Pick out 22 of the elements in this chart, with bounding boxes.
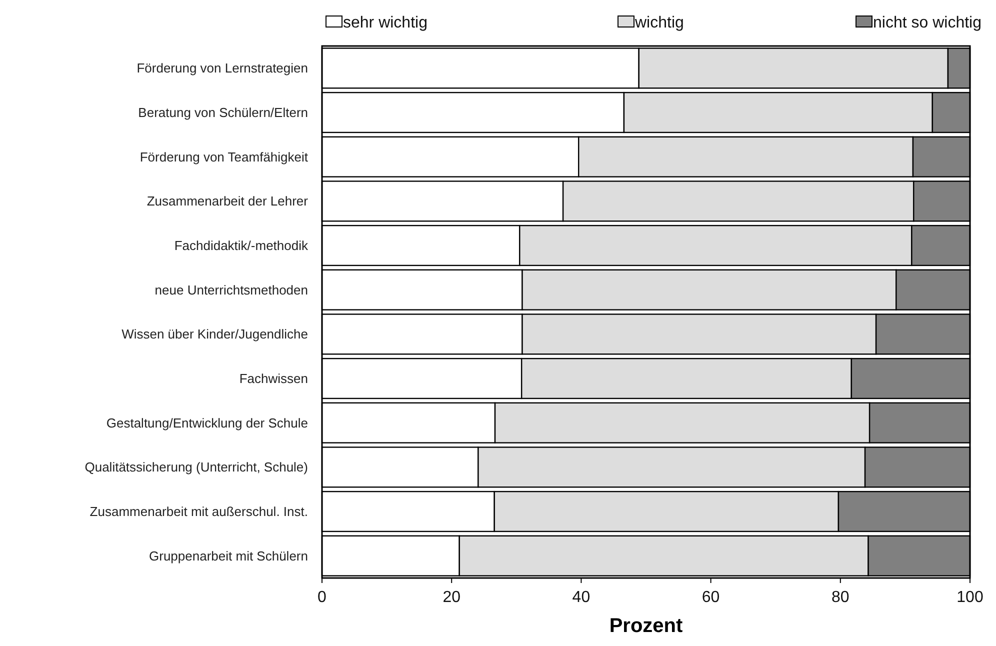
y-tick-label: Förderung von Teamfähigkeit xyxy=(140,149,308,164)
y-tick-label: Wissen über Kinder/Jugendliche xyxy=(122,326,308,342)
y-tick-label: Förderung von Lernstrategien xyxy=(136,60,308,76)
y-tick-label: Qualitätssicherung (Unterricht, Schule) xyxy=(84,460,308,475)
x-tick-label: 80 xyxy=(832,589,850,606)
y-tick-label: Gestaltung/Entwicklung der Schule xyxy=(106,415,308,430)
y-tick-label: Beratung von Schülern/Eltern xyxy=(138,105,308,120)
y-tick-label: neue Unterrichtsmethoden xyxy=(154,282,308,298)
y-tick-label: Gruppenarbeit mit Schülern xyxy=(149,548,308,564)
x-tick-label: 60 xyxy=(702,589,720,606)
x-tick-label: 40 xyxy=(572,589,590,606)
x-tick-label: 100 xyxy=(956,589,984,606)
x-tick-label: 20 xyxy=(442,589,461,606)
legend-label: wichtig xyxy=(634,14,684,32)
legend-label: nicht so wichtig xyxy=(873,14,982,32)
y-tick-label: Zusammenarbeit der Lehrer xyxy=(146,194,309,209)
y-tick-label: Zusammenarbeit mit außerschul. Inst. xyxy=(90,504,308,520)
x-tick-label: 0 xyxy=(318,589,327,606)
legend-label: sehr wichtig xyxy=(343,14,428,32)
y-tick-label: Fachdidaktik/-methodik xyxy=(174,238,308,254)
x-axis-title: Prozent xyxy=(609,615,684,637)
y-tick-label: Fachwissen xyxy=(239,371,308,386)
